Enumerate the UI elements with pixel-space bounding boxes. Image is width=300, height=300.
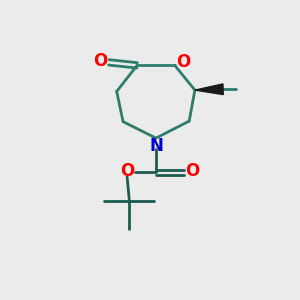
Text: O: O (93, 52, 107, 70)
Text: O: O (176, 53, 190, 71)
Text: O: O (185, 162, 200, 180)
Text: O: O (120, 162, 134, 180)
Polygon shape (195, 84, 223, 94)
Text: N: N (149, 136, 163, 154)
